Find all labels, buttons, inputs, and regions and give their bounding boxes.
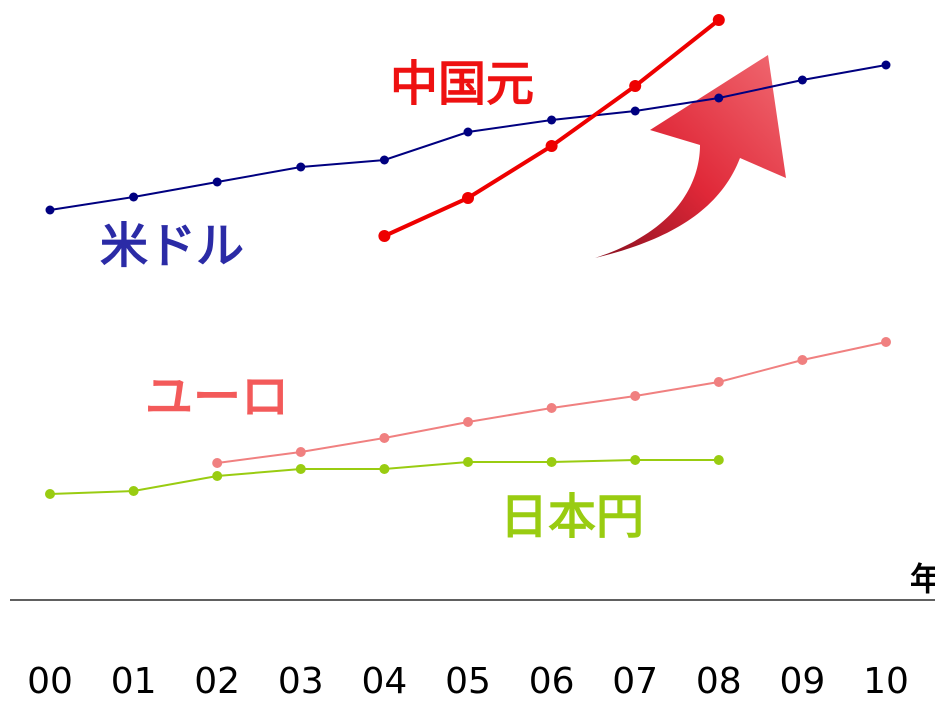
x-tick-label: 10 (863, 661, 909, 702)
data-point-usd-07 (630, 106, 640, 116)
x-tick-label: 07 (612, 661, 658, 702)
x-tick-label: 00 (27, 661, 73, 702)
data-point-jpy-06 (546, 457, 557, 467)
x-tick-label: 05 (445, 661, 491, 702)
x-tick-label: 02 (194, 661, 240, 702)
data-point-eur-07 (630, 391, 641, 401)
x-tick-label: 03 (278, 661, 324, 702)
series-line-eur (217, 341, 887, 464)
data-point-cny-05 (462, 192, 474, 204)
series-label-usd: 米ドル (100, 218, 244, 274)
data-point-jpy-03 (295, 464, 306, 474)
series-label-cny: 中国元 (390, 56, 534, 112)
trend-arrow (595, 55, 786, 258)
data-point-usd-09 (797, 75, 807, 85)
data-point-eur-10 (881, 337, 891, 347)
data-point-eur-09 (797, 355, 808, 365)
data-point-eur-05 (463, 417, 473, 427)
data-point-jpy-00 (45, 489, 55, 499)
data-point-jpy-04 (379, 464, 390, 474)
data-point-usd-04 (379, 155, 389, 165)
x-tick-label: 09 (779, 661, 825, 702)
data-point-usd-08 (714, 93, 724, 103)
data-point-cny-08 (712, 14, 725, 26)
data-point-jpy-08 (713, 455, 724, 465)
x-tick-label: 04 (361, 661, 407, 702)
data-point-usd-01 (129, 192, 139, 202)
data-point-eur-02 (212, 458, 223, 468)
x-tick-label: 08 (696, 661, 742, 702)
data-point-jpy-01 (128, 486, 139, 496)
data-point-jpy-05 (463, 457, 473, 467)
data-point-eur-04 (379, 433, 390, 443)
data-point-usd-10 (881, 60, 891, 70)
series-label-eur: ユーロ (145, 369, 289, 425)
data-point-jpy-07 (630, 455, 641, 465)
data-point-usd-03 (296, 162, 306, 172)
data-point-cny-06 (545, 140, 558, 152)
data-point-usd-02 (212, 177, 222, 187)
data-point-eur-06 (546, 403, 557, 413)
data-point-usd-00 (45, 205, 55, 215)
x-tick-label: 06 (529, 661, 575, 702)
data-point-usd-05 (463, 127, 473, 137)
data-point-eur-03 (295, 447, 306, 457)
series-label-jpy: 日本円 (500, 489, 644, 545)
x-tick-label: 01 (111, 661, 157, 702)
data-point-usd-06 (547, 115, 557, 125)
data-point-eur-08 (713, 377, 724, 387)
data-point-jpy-02 (212, 471, 223, 481)
data-point-cny-07 (629, 80, 642, 92)
x-axis-unit-label: 年 (910, 560, 935, 598)
data-point-cny-04 (378, 230, 391, 242)
